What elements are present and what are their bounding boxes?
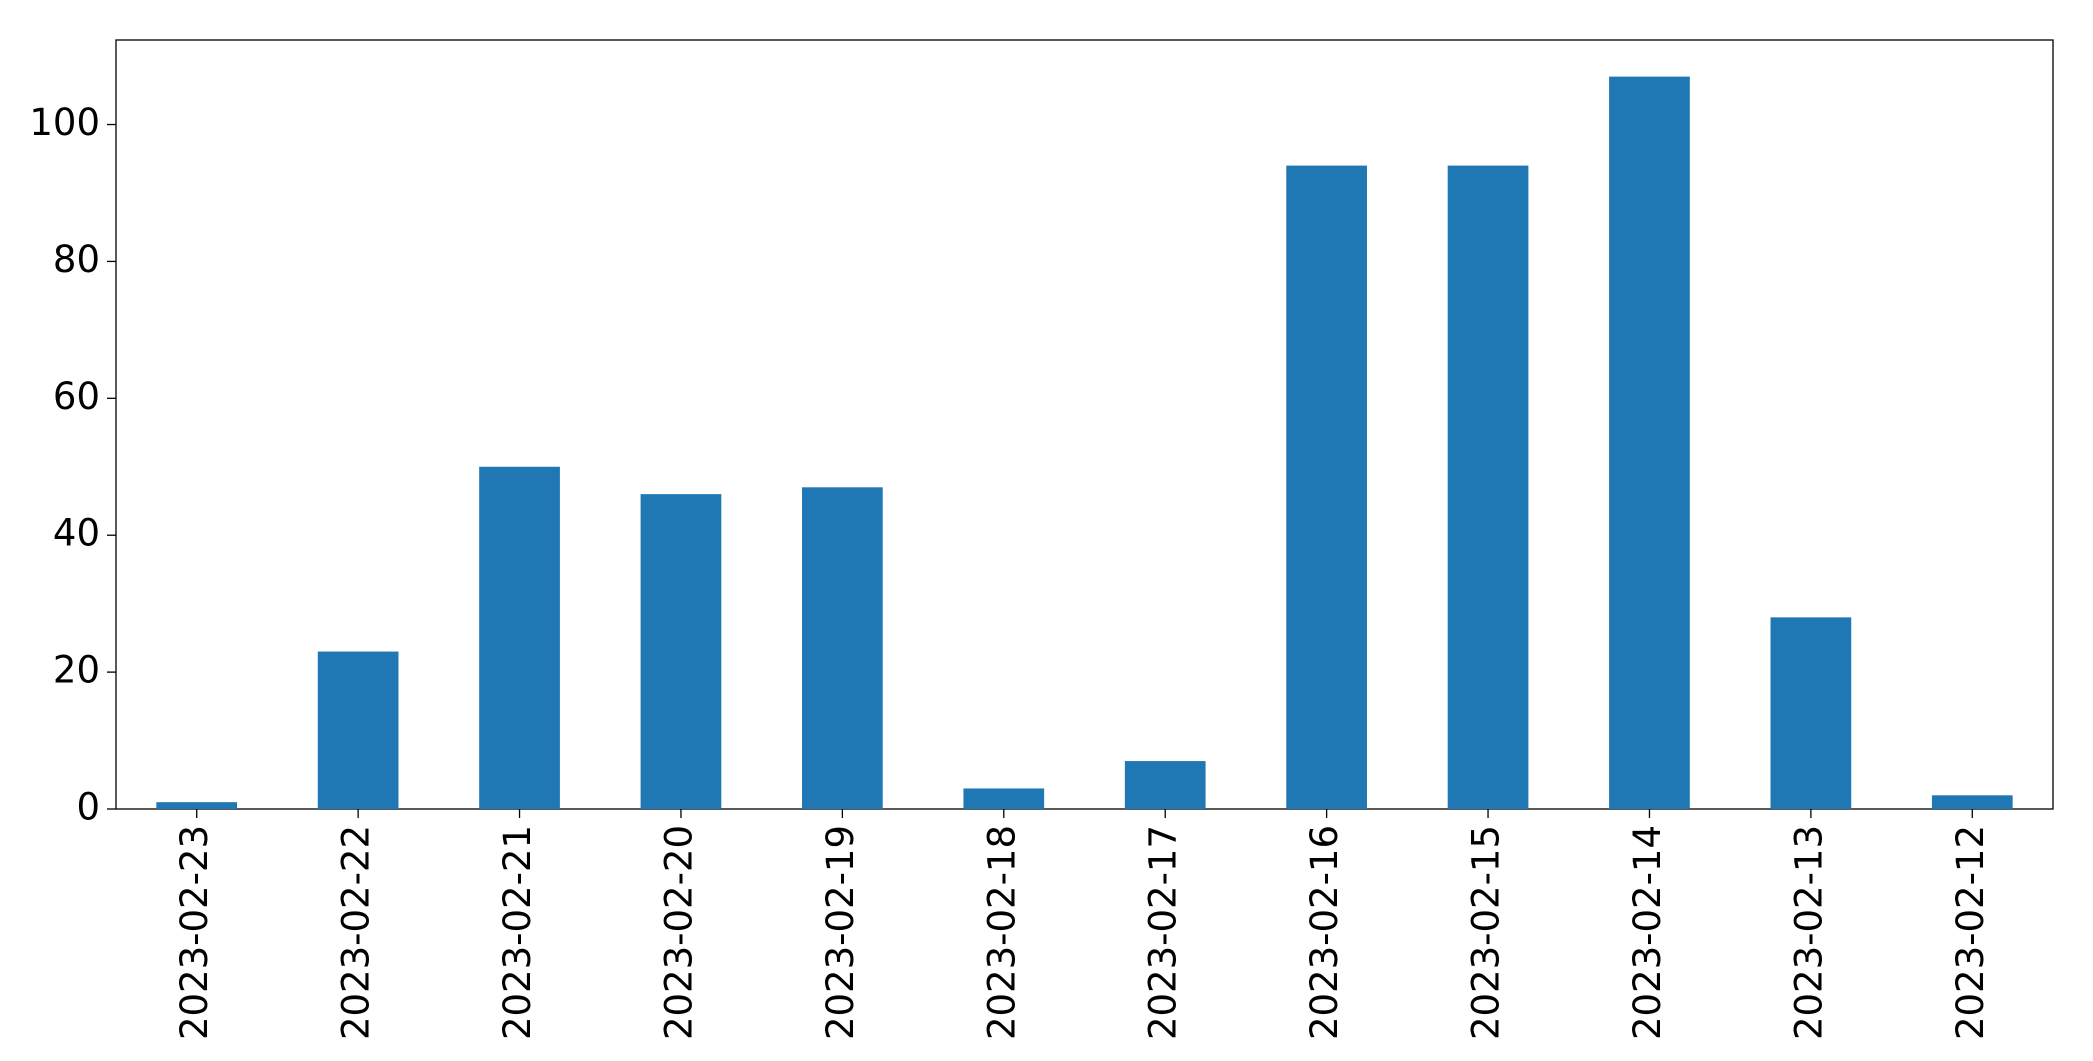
x-tick-label: 2023-02-18 bbox=[980, 825, 1023, 1040]
bar bbox=[802, 487, 883, 809]
x-tick-label: 2023-02-20 bbox=[657, 825, 700, 1040]
x-tick-label: 2023-02-16 bbox=[1303, 825, 1346, 1040]
x-tick-label: 2023-02-21 bbox=[496, 825, 539, 1040]
bar bbox=[1286, 165, 1367, 809]
bar bbox=[1447, 165, 1529, 809]
bar bbox=[1124, 761, 1206, 809]
x-tick-label: 2023-02-13 bbox=[1787, 825, 1830, 1040]
y-tick-label: 100 bbox=[29, 101, 100, 144]
x-tick-label: 2023-02-15 bbox=[1465, 825, 1508, 1040]
bar bbox=[1770, 617, 1852, 809]
bar bbox=[479, 466, 560, 809]
bar bbox=[1931, 795, 2013, 809]
y-tick-label: 0 bbox=[76, 786, 100, 829]
bar bbox=[1609, 76, 1690, 810]
axes-frame bbox=[115, 39, 2054, 810]
y-tick-label: 80 bbox=[53, 238, 100, 281]
x-tick-label: 2023-02-19 bbox=[819, 825, 862, 1040]
x-tick-label: 2023-02-23 bbox=[173, 825, 216, 1040]
bar bbox=[317, 651, 399, 809]
x-tick-label: 2023-02-17 bbox=[1142, 825, 1185, 1040]
bar bbox=[963, 788, 1045, 809]
x-tick-label: 2023-02-22 bbox=[335, 825, 378, 1040]
x-tick-label: 2023-02-12 bbox=[1949, 825, 1992, 1040]
bar bbox=[156, 802, 238, 809]
y-tick-label: 20 bbox=[53, 649, 100, 692]
y-tick-label: 60 bbox=[53, 375, 100, 418]
y-tick-label: 40 bbox=[53, 512, 100, 555]
bar bbox=[640, 494, 722, 809]
x-tick-label: 2023-02-14 bbox=[1626, 825, 1669, 1040]
